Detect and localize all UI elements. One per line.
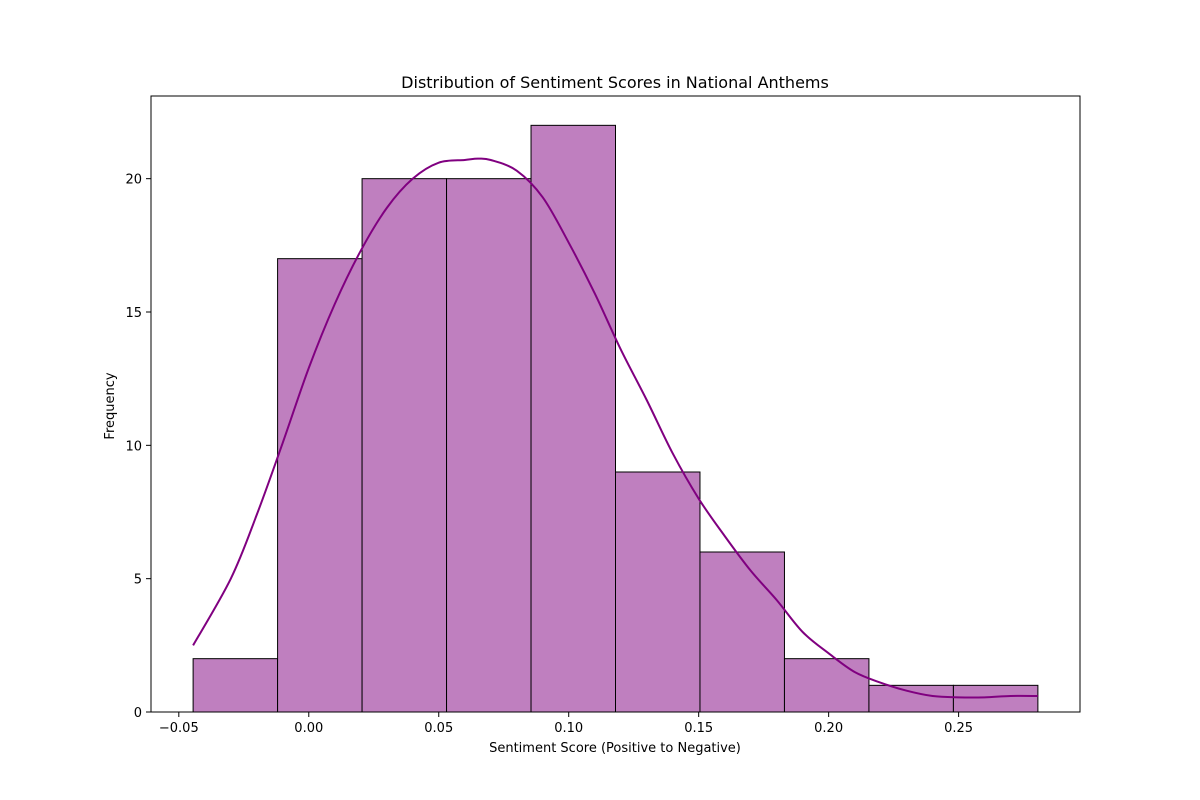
y-tick-label: 5 [134,573,142,588]
kde-curve [192,157,1038,699]
histogram-bar [783,658,870,713]
x-tick-label: 0.10 [554,721,583,736]
x-tick-label: 0.25 [944,721,973,736]
chart-title: Distribution of Sentiment Scores in Nati… [401,73,829,92]
histogram-bar [361,178,448,713]
histogram-bar [530,124,617,713]
x-tick-label: −0.05 [159,721,199,736]
y-tick-label: 15 [125,306,142,321]
x-tick-label: 0.20 [814,721,843,736]
y-tick-label: 10 [125,439,142,454]
histogram-bar [868,684,954,713]
x-tick-label: 0.05 [424,721,453,736]
histogram-bar [277,258,363,713]
y-tick-label: 0 [134,706,142,721]
histogram-bar [615,471,701,713]
histogram-bar [446,178,532,713]
x-tick-label: 0.15 [684,721,713,736]
bars-group [192,124,1039,713]
x-axis-label: Sentiment Score (Positive to Negative) [489,741,741,756]
x-tick-label: 0.00 [294,721,323,736]
plot-frame [150,95,1081,713]
histogram-bar [699,551,785,713]
y-axis-ticks: 0 5 10 15 20 [125,173,151,721]
x-axis-ticks: −0.05 0.00 0.05 0.10 0.15 0.20 0.25 [159,712,973,736]
histogram-bar [952,684,1039,713]
y-tick-label: 20 [125,173,142,188]
y-axis-label: Frequency [103,372,118,439]
histogram-bar [192,658,279,713]
